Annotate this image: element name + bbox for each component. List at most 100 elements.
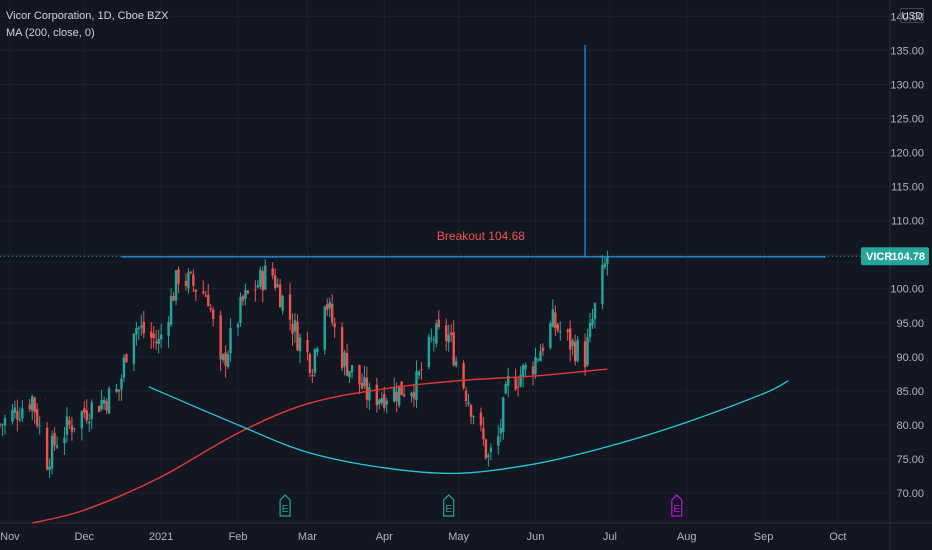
candle-body bbox=[516, 386, 520, 388]
y-tick-label: 140.00 bbox=[890, 11, 924, 23]
candle-body bbox=[192, 274, 195, 286]
candle-body bbox=[88, 422, 91, 424]
candle-body bbox=[117, 389, 121, 392]
candle-body bbox=[514, 378, 517, 390]
candle-body bbox=[125, 354, 128, 363]
candle-body bbox=[363, 376, 366, 387]
candle-body bbox=[194, 289, 198, 292]
candle-body bbox=[397, 385, 401, 406]
moving-average-line bbox=[32, 368, 608, 524]
candle-body bbox=[415, 371, 418, 400]
candle-body bbox=[239, 296, 242, 323]
candle-body bbox=[38, 425, 41, 427]
candle-body bbox=[385, 400, 388, 405]
candle-body bbox=[100, 400, 103, 410]
candle-body bbox=[343, 352, 346, 367]
candle-body bbox=[606, 256, 609, 264]
price-tag-bg bbox=[861, 247, 929, 266]
candle-body bbox=[536, 359, 540, 361]
candle-body bbox=[212, 309, 215, 319]
candle-body bbox=[499, 427, 502, 434]
candle-body bbox=[35, 409, 39, 426]
earnings-marker[interactable]: E bbox=[279, 494, 291, 517]
y-tick-label: 120.00 bbox=[890, 148, 924, 160]
price-tag-value: 104.78 bbox=[891, 251, 925, 263]
y-tick-label: 125.00 bbox=[890, 113, 924, 125]
price-tag-symbol: VICR bbox=[866, 251, 892, 263]
candle-body bbox=[135, 328, 138, 335]
candle-body bbox=[159, 334, 163, 340]
candle-body bbox=[576, 339, 579, 361]
candle-body bbox=[383, 394, 386, 409]
candle-body bbox=[400, 381, 403, 396]
candle-body bbox=[601, 265, 604, 305]
earnings-marker-shape bbox=[443, 494, 455, 517]
candle-body bbox=[83, 408, 86, 413]
y-tick-label: 75.00 bbox=[896, 454, 924, 466]
candle-body bbox=[53, 432, 56, 446]
candle-body bbox=[226, 354, 230, 367]
candle-body bbox=[472, 416, 475, 418]
candle-body bbox=[55, 445, 59, 448]
candle-body bbox=[331, 303, 334, 323]
candle-body bbox=[189, 271, 193, 273]
candle-body bbox=[445, 325, 448, 341]
x-tick-label: Apr bbox=[376, 531, 393, 543]
candle-body bbox=[97, 406, 101, 413]
candle-body bbox=[298, 337, 302, 352]
candle-body bbox=[380, 398, 383, 403]
candle-body bbox=[568, 328, 572, 350]
earnings-marker[interactable]: E bbox=[443, 494, 455, 517]
earnings-marker-shape bbox=[671, 494, 683, 517]
candle-body bbox=[264, 265, 267, 290]
cup-curve bbox=[148, 380, 789, 475]
candle-body bbox=[326, 304, 329, 310]
candle-body bbox=[430, 338, 433, 340]
earnings-marker[interactable]: E bbox=[671, 494, 683, 517]
candle-body bbox=[122, 357, 126, 378]
candle-body bbox=[566, 329, 569, 332]
candle-body bbox=[313, 349, 317, 373]
candle-body bbox=[293, 320, 297, 332]
candle-body bbox=[358, 364, 361, 385]
chart-legend-indicator[interactable]: MA (200, close, 0) bbox=[6, 27, 95, 39]
candle-body bbox=[174, 270, 178, 301]
candle-body bbox=[449, 332, 453, 335]
candle-body bbox=[467, 402, 470, 405]
candle-body bbox=[593, 303, 597, 319]
candle-body bbox=[33, 397, 36, 413]
candle-body bbox=[368, 387, 371, 401]
candle-body bbox=[142, 321, 145, 334]
candle-body bbox=[107, 388, 111, 414]
candle-body bbox=[70, 425, 74, 432]
candle-body bbox=[365, 377, 369, 400]
candle-body bbox=[417, 371, 421, 376]
candle-body bbox=[447, 334, 450, 343]
candle-body bbox=[345, 352, 349, 376]
y-tick-label: 110.00 bbox=[891, 216, 924, 228]
candle-body bbox=[244, 289, 247, 299]
price-tag: VICR 104.78 bbox=[861, 247, 929, 266]
currency-badge[interactable]: USD bbox=[900, 8, 924, 23]
candle-body bbox=[350, 365, 354, 373]
candle-body bbox=[360, 382, 364, 389]
candle-body bbox=[487, 455, 490, 457]
candle-body bbox=[1, 424, 4, 426]
candle-body bbox=[378, 399, 381, 405]
candle-body bbox=[137, 327, 141, 329]
candle-body bbox=[11, 409, 14, 422]
candle-body bbox=[221, 354, 225, 361]
candle-body bbox=[273, 275, 277, 289]
candle-body bbox=[392, 387, 396, 402]
candle-body bbox=[202, 291, 205, 294]
candle-body bbox=[18, 419, 22, 421]
x-tick-label: Dec bbox=[75, 531, 95, 543]
candle-body bbox=[209, 308, 212, 310]
candle-body bbox=[288, 294, 292, 320]
candle-body bbox=[177, 269, 180, 285]
candle-body bbox=[150, 331, 153, 338]
candle-body bbox=[437, 319, 441, 328]
candle-body bbox=[154, 341, 158, 344]
